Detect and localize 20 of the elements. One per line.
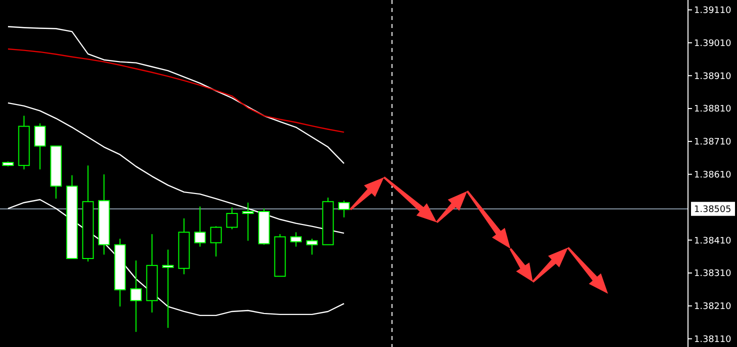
y-tick-label: 1.38610 <box>694 170 732 180</box>
y-tick-label: 1.39110 <box>694 6 732 16</box>
y-tick-label: 1.38410 <box>694 236 732 246</box>
candlestick <box>306 238 318 256</box>
y-tick-label: 1.38310 <box>694 269 732 280</box>
y-tick-label: 1.38710 <box>694 138 732 148</box>
ref-line-label: 1.38505 <box>694 205 732 216</box>
y-tick-label: 1.38910 <box>694 72 732 82</box>
candlestick <box>290 232 302 248</box>
candlestick <box>210 226 222 258</box>
y-tick-label: 1.38110 <box>694 334 732 345</box>
candlestick <box>34 122 46 170</box>
y-tick-label: 1.38810 <box>694 104 732 115</box>
candlestick <box>194 206 206 248</box>
y-tick-label: 1.39010 <box>694 38 732 49</box>
candlestick <box>338 200 350 218</box>
line-series <box>7 26 345 164</box>
candlestick <box>226 207 238 230</box>
y-tick-label: 1.38210 <box>694 302 732 312</box>
line-series <box>7 48 345 133</box>
